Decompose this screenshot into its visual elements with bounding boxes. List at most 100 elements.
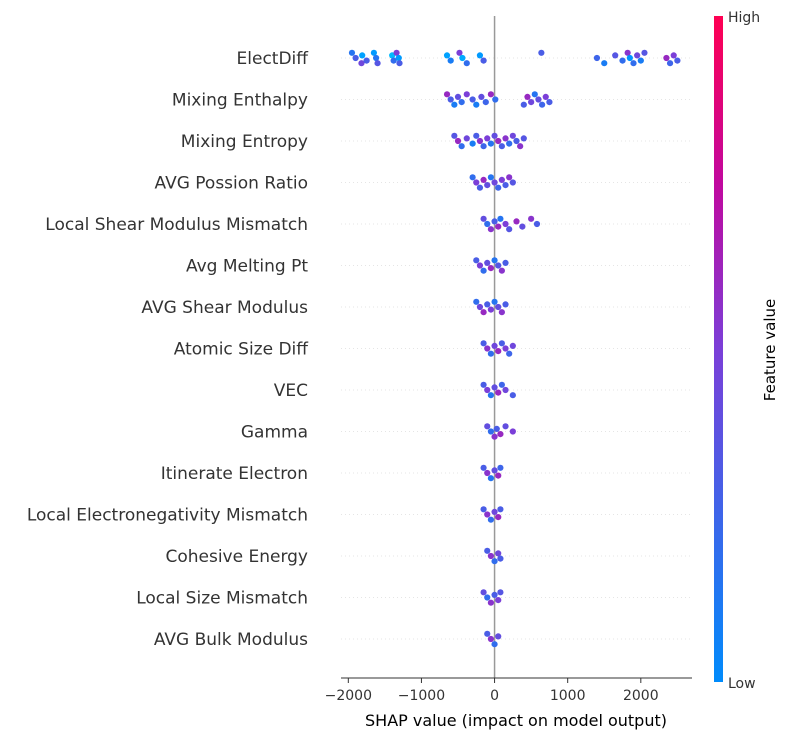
shap-point [451, 101, 458, 108]
feature-label: Mixing Enthalpy [172, 91, 308, 111]
shap-point [491, 179, 498, 186]
shap-point [370, 49, 378, 56]
shap-point [509, 132, 516, 139]
shap-point [487, 516, 495, 523]
shap-point [374, 60, 381, 67]
shap-point [495, 223, 502, 230]
shap-point [484, 345, 491, 352]
feature-label: ElectDiff [237, 49, 310, 69]
shap-point [502, 301, 509, 308]
shap-point [480, 57, 487, 64]
shap-point [546, 99, 553, 106]
shap-point [396, 60, 403, 67]
shap-point [495, 262, 502, 269]
shap-point [395, 54, 402, 62]
x-tick-label: −1000 [398, 688, 445, 704]
shap-point [491, 433, 498, 440]
shap-point [498, 176, 505, 183]
shap-point [491, 384, 498, 391]
shap-point [480, 215, 487, 222]
shap-point [487, 599, 495, 606]
row-gridlines [341, 57, 692, 640]
shap-point [502, 182, 509, 189]
shap-point [480, 506, 487, 513]
shap-point [493, 425, 500, 432]
colorbar: High Low Feature value [714, 10, 779, 692]
shap-point [473, 179, 480, 186]
shap-point [454, 93, 462, 100]
shap-point [487, 174, 495, 181]
x-axis-title: SHAP value (impact on model output) [365, 711, 667, 730]
shap-point [487, 91, 495, 98]
x-tick-label: 2000 [623, 688, 659, 704]
shap-point [542, 93, 549, 100]
x-tick-label: −2000 [325, 688, 372, 704]
shap-point [484, 135, 491, 142]
feature-label: Local Size Mismatch [136, 589, 308, 609]
shap-point [502, 220, 509, 228]
shap-point [491, 467, 498, 474]
shap-point [502, 345, 509, 352]
shap-point [463, 135, 470, 142]
shap-point [593, 54, 601, 62]
shap-point [487, 428, 495, 435]
shap-point [641, 49, 648, 56]
shap-point [480, 309, 487, 316]
shap-point [513, 218, 520, 225]
shap-point [484, 386, 491, 394]
shap-point [619, 57, 626, 64]
shap-point [502, 386, 509, 394]
shap-point [491, 558, 498, 565]
shap-point [491, 218, 498, 225]
shap-point [469, 174, 476, 181]
x-tick-label: 0 [490, 688, 499, 704]
shap-point [463, 91, 470, 98]
shap-point [491, 508, 498, 515]
shap-point [502, 135, 509, 142]
shap-point [531, 91, 538, 98]
shap-point [509, 428, 516, 435]
shap-point [487, 392, 495, 399]
shap-point [513, 137, 520, 145]
shap-point [480, 340, 487, 347]
shap-point [506, 140, 513, 147]
feature-label: AVG Possion Ratio [155, 174, 308, 194]
shap-point [487, 306, 495, 313]
shap-point [390, 57, 397, 64]
shap-point [491, 591, 498, 599]
shap-point [506, 174, 513, 181]
shap-point [491, 342, 498, 349]
shap-point [358, 60, 365, 67]
shap-point [495, 472, 502, 479]
shap-point [520, 101, 527, 108]
data-points [348, 49, 681, 648]
shap-point [473, 257, 480, 264]
shap-point [509, 179, 516, 186]
shap-point [480, 464, 487, 471]
shap-point [498, 143, 505, 150]
feature-label: Local Shear Modulus Mismatch [45, 215, 308, 235]
shap-point [495, 514, 502, 521]
shap-point [509, 392, 516, 399]
shap-point [497, 464, 504, 471]
colorbar-high-label: High [728, 10, 760, 26]
shap-point [484, 220, 491, 228]
shap-point [497, 506, 504, 513]
shap-point [478, 93, 485, 100]
shap-point [484, 511, 491, 518]
shap-point [519, 223, 526, 230]
feature-label: Local Electronegativity Mismatch [27, 506, 308, 526]
shap-point [528, 215, 535, 222]
shap-point [447, 57, 454, 64]
shap-point [487, 350, 495, 357]
shap-point [393, 49, 400, 56]
shap-point [484, 547, 491, 554]
shap-point [484, 301, 491, 308]
shap-point [484, 469, 491, 477]
shap-point [601, 60, 608, 67]
shap-point [497, 215, 504, 222]
shap-point [484, 423, 491, 430]
shap-point [498, 381, 505, 388]
shap-point [484, 630, 491, 637]
